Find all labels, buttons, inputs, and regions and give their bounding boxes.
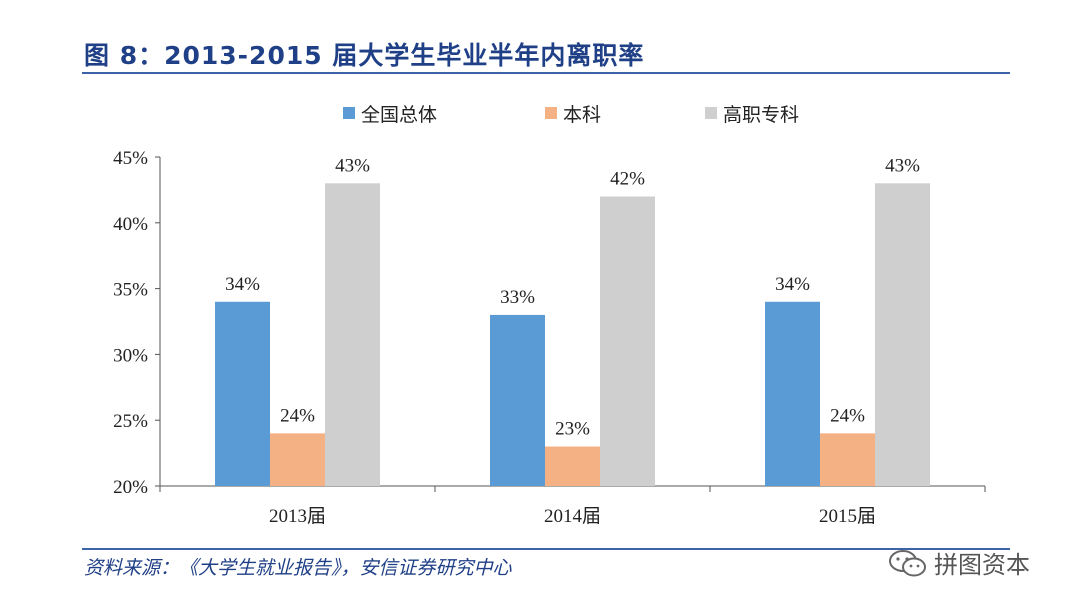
y-tick-label: 20% bbox=[113, 477, 148, 498]
bar bbox=[545, 446, 600, 486]
source-note: 资料来源：《大学生就业报告》，安信证券研究中心 bbox=[84, 557, 512, 579]
legend-label: 本科 bbox=[563, 104, 601, 126]
watermark-text: 拼图资本 bbox=[934, 551, 1030, 579]
legend-swatch bbox=[545, 107, 557, 119]
data-label: 43% bbox=[335, 155, 370, 176]
data-label: 24% bbox=[280, 405, 315, 426]
data-label: 33% bbox=[500, 287, 535, 308]
y-tick-label: 35% bbox=[113, 280, 148, 301]
watermark: 拼图资本 bbox=[888, 545, 1030, 580]
y-tick-label: 40% bbox=[113, 214, 148, 235]
legend-label: 高职专科 bbox=[723, 104, 799, 126]
bar bbox=[325, 183, 380, 486]
wechat-icon bbox=[889, 549, 926, 576]
figure-title: 图 8：2013-2015 届大学生毕业半年内离职率 bbox=[84, 41, 645, 70]
bar bbox=[600, 196, 655, 487]
data-label: 34% bbox=[225, 274, 260, 295]
data-label: 42% bbox=[610, 168, 645, 189]
bar bbox=[490, 314, 545, 486]
x-category-label: 2013届 bbox=[269, 506, 326, 527]
data-label: 23% bbox=[555, 419, 590, 440]
data-label: 34% bbox=[775, 274, 810, 295]
legend-label: 全国总体 bbox=[361, 104, 437, 126]
y-tick-label: 25% bbox=[113, 411, 148, 432]
source-rule bbox=[82, 548, 1010, 550]
y-tick-label: 30% bbox=[113, 345, 148, 366]
bar bbox=[820, 433, 875, 486]
x-category-label: 2014届 bbox=[544, 506, 601, 527]
bar bbox=[270, 433, 325, 486]
bar bbox=[875, 183, 930, 486]
bar bbox=[215, 301, 270, 486]
data-label: 43% bbox=[885, 155, 920, 176]
title-rule bbox=[82, 72, 1010, 74]
legend-swatch bbox=[343, 107, 355, 119]
legend-swatch bbox=[705, 107, 717, 119]
data-label: 24% bbox=[830, 405, 865, 426]
bar bbox=[765, 301, 820, 486]
x-category-label: 2015届 bbox=[819, 506, 876, 527]
y-tick-label: 45% bbox=[113, 148, 148, 169]
